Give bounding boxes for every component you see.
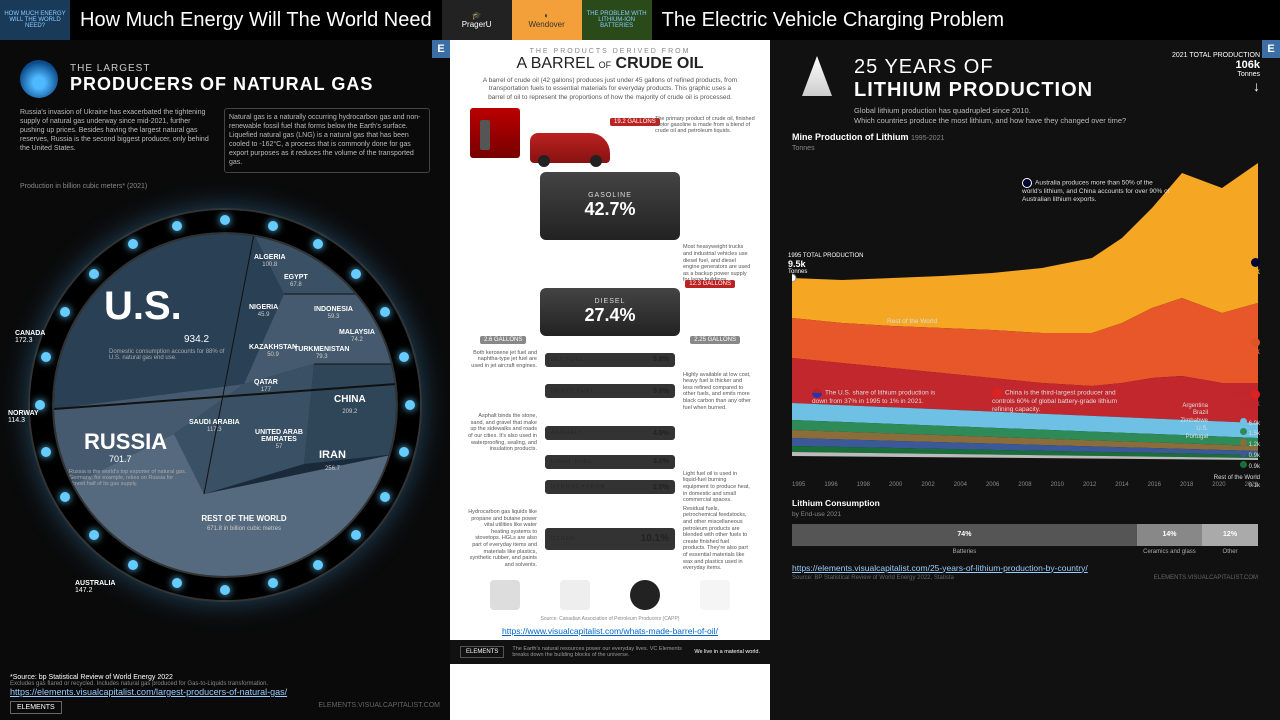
gas-flame-icon	[20, 60, 58, 98]
gasoline-barrel: GASOLINE42.7%	[540, 172, 680, 240]
prageru-logo: 🎓PragerU	[442, 0, 512, 40]
chart-title: Mine Production of Lithium 1995-2021 Ton…	[770, 132, 1280, 152]
thumb-lithium: THE PROBLEM WITH LITHIUM-ION BATTERIES	[582, 0, 652, 40]
russia-value: 701.7	[109, 454, 132, 464]
intro-text: Russia's invasion of Ukraine has exacerb…	[20, 108, 216, 173]
other-bar: OTHER10.1%	[545, 528, 675, 550]
consumption-title: Lithium Consumptionby End-use 2021	[792, 498, 1258, 518]
natural-gas-infographic: E THE LARGEST PRODUCERS OF NATURAL GAS R…	[0, 40, 450, 720]
total-2021: 2021 TOTAL PRODUCTION 106k Tonnes ↓	[1172, 52, 1260, 94]
annot-china: China is the third-largest producer and …	[992, 388, 1132, 415]
right-source-link[interactable]: https://elements.visualcapitalist.com/25…	[792, 563, 1088, 573]
chart-xaxis: 1995199619982000200220042006200820102012…	[792, 482, 1258, 488]
diesel-barrel: DIESEL27.4% 12.3 GALLONS	[540, 288, 680, 336]
salt-pile-icon	[792, 56, 842, 96]
mid-pretitle: THE PRODUCTS DERIVED FROM	[470, 48, 750, 55]
elements-brand: ELEMENTS	[10, 701, 62, 714]
russia-label: RUSSIA	[84, 429, 167, 455]
russia-note: Russia is the world's top exporter of na…	[69, 469, 189, 487]
source-note: *Source: bp Statistical Review of World …	[10, 674, 440, 681]
title-main: PRODUCERS OF NATURAL GAS	[70, 74, 373, 95]
consumption-bar: 74% 14% 12%	[792, 524, 1258, 546]
title-pre: THE LARGEST	[70, 63, 373, 74]
marker-1995: 1995 TOTAL PRODUCTION 9.5k Tonnes	[788, 253, 863, 275]
wendover-logo: ◐Wendover	[512, 0, 582, 40]
product-icons	[450, 574, 770, 616]
asphalt-bar: ASPHALT4.0%	[545, 426, 675, 440]
lithium-area-chart: 1995 TOTAL PRODUCTION 9.5k Tonnes Austra…	[792, 158, 1258, 488]
mid-source-link[interactable]: https://www.visualcapitalist.com/whats-m…	[502, 626, 718, 636]
car-icon	[530, 133, 610, 163]
thumb-energy: HOW MUCH ENERGY WILL THE WORLD NEED?	[0, 0, 70, 40]
production-note: Production in billion cubic meters* (202…	[0, 183, 450, 190]
right-source: Source: BP Statistical Review of World E…	[792, 575, 954, 581]
video-thumbnail-header: HOW MUCH ENERGY WILL THE WORLD NEED? How…	[0, 0, 1280, 40]
paint-icon	[560, 580, 590, 610]
right-title: 25 YEARS OFLITHIUM PRODUCTION	[854, 56, 1126, 102]
us-note: Domestic consumption accounts for 88% of…	[109, 349, 229, 361]
radiator-icon	[490, 580, 520, 610]
lightfuel-bar: LIGHT FUEL3.0%	[545, 455, 675, 469]
crude-oil-infographic: THE PRODUCTS DERIVED FROM A BARREL OF CR…	[450, 40, 770, 720]
gas-dial-chart: U.S. 934.2 Domestic consumption accounts…	[20, 200, 430, 610]
lithium-infographic: E 25 YEARS OFLITHIUM PRODUCTION Global l…	[770, 40, 1280, 720]
elements-brand-mid: ELEMENTS	[460, 646, 504, 658]
heavyfuel-bar: HEAVY FUEL5.0%	[545, 384, 675, 398]
heater-icon	[700, 580, 730, 610]
us-label: U.S.	[104, 284, 182, 329]
annot-row: Rest of the World	[887, 318, 937, 326]
right-domain: ELEMENTS.VISUALCAPITALIST.COM	[1154, 575, 1258, 581]
domain-text: ELEMENTS.VISUALCAPITALIST.COM	[318, 702, 440, 709]
source-link[interactable]: https://elements.visualcapitalist.com/la…	[10, 687, 287, 697]
mid-title: A BARREL OF CRUDE OIL	[470, 55, 750, 73]
annot-australia: Australia produces more than 50% of the …	[1022, 178, 1172, 205]
mid-subtitle: A barrel of crude oil (42 gallons) produ…	[450, 77, 770, 108]
gasoline-gallons: 19.2 GALLONS	[610, 118, 660, 126]
jetfuel-bar: JET FUEL5.8%	[545, 353, 675, 367]
header-title-1: How Much Energy Will The World Need	[70, 9, 442, 32]
gas-station-scene: 19.2 GALLONS The primary product of crud…	[450, 108, 770, 168]
annot-us: The U.S. share of lithium production is …	[812, 388, 942, 407]
info-box: Natural gas is a naturally occurring hyd…	[224, 108, 430, 173]
hydrocarbon-bar: HYDROCARBON2.0%	[545, 480, 675, 494]
tire-icon	[630, 580, 660, 610]
header-title-2: The Electric Vehicle Charging Problem	[652, 9, 1014, 32]
us-value: 934.2	[184, 334, 209, 345]
elements-badge: E	[432, 40, 450, 58]
